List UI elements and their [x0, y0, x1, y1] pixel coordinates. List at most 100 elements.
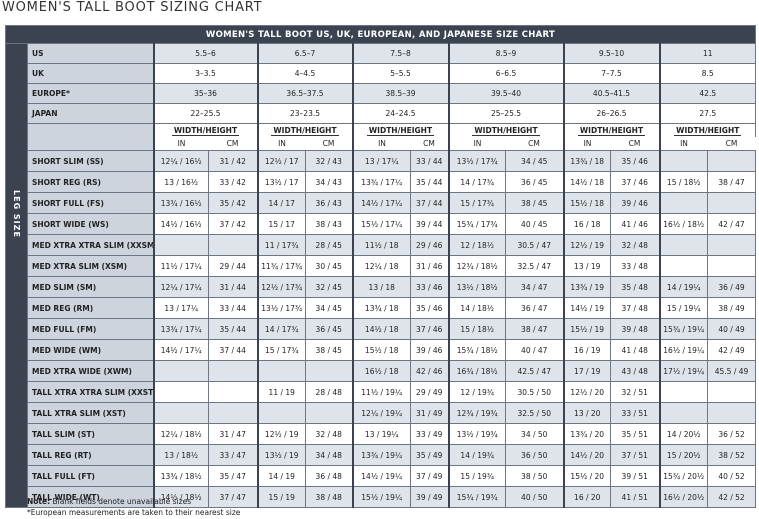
measure-cell: 42 / 46 — [410, 360, 449, 382]
measure-cell: 36 / 49 — [706, 276, 757, 298]
size-value: 23–23.5 — [256, 103, 353, 124]
measure-cell: 32.5 / 50 — [505, 402, 564, 424]
unit-label: CM — [410, 137, 449, 151]
measure-cell — [152, 381, 209, 403]
measure-cell: 15½ / 19¼ — [351, 486, 411, 508]
measure-cell: 37 / 44 — [208, 339, 258, 361]
leg-row: MED SLIM (SM) 12¼ / 17¼ 31 / 44 12½ / 17¾ 32… — [6, 276, 757, 298]
measure-cell: 15¾ / 19¾ — [447, 486, 506, 508]
measure-cell: 33 / 44 — [410, 150, 449, 172]
page-title: WOMEN'S TALL BOOT SIZING CHART — [2, 0, 263, 15]
measure-cell: 11 / 19 — [256, 381, 306, 403]
measure-cell: 14 / 19¾ — [447, 444, 506, 466]
measure-cell: 39 / 51 — [610, 465, 660, 487]
measure-cell: 35 / 47 — [208, 465, 258, 487]
unit-label: CM — [707, 137, 756, 151]
leg-row: TALL REG (RT) 13 / 18½ 33 / 47 13½ / 19 34 /… — [6, 444, 757, 466]
measure-heading-cell: WIDTH/HEIGHT — [351, 123, 449, 137]
measure-cell: 37 / 49 — [410, 465, 449, 487]
measure-cell: 41 / 48 — [610, 339, 660, 361]
measure-cell: 35 / 46 — [410, 297, 449, 319]
leg-label: TALL SLIM (ST) — [27, 423, 154, 445]
table-heading: WOMEN'S TALL BOOT US, UK, EUROPEAN, AND … — [4, 25, 757, 44]
measure-cell: 38 / 52 — [706, 444, 757, 466]
measure-cell: 39 / 44 — [410, 213, 449, 235]
measure-cell: 16½ / 18½ — [658, 213, 708, 235]
leg-row: MED REG (RM) 13 / 17¼ 33 / 44 13½ / 17¾ 34 /… — [6, 297, 757, 319]
size-value: 22–25.5 — [152, 103, 258, 124]
measure-cell: 15 / 18½ — [447, 318, 506, 340]
measure-cell: 41 / 46 — [610, 213, 660, 235]
footnote: *European measurements are taken to thei… — [27, 508, 241, 517]
measure-cell: 39 / 46 — [410, 339, 449, 361]
measure-cell: 13¾ / 18 — [351, 297, 411, 319]
leg-row: SHORT SLIM (SS) 12¼ / 16½ 31 / 42 12½ / 17 3… — [6, 150, 757, 172]
leg-row: SHORT FULL (FS) 13¾ / 16½ 35 / 42 14 / 17 36… — [6, 192, 757, 214]
measure-heading-cell: WIDTH/HEIGHT — [658, 123, 757, 137]
measure-cell: 37 / 48 — [610, 297, 660, 319]
measure-cell: 15¾ / 20½ — [658, 465, 708, 487]
size-table: WOMEN'S TALL BOOT US, UK, EUROPEAN, AND … — [4, 25, 757, 508]
measure-cell: 15 / 20½ — [658, 444, 708, 466]
measure-cell: 17 / 19 — [562, 360, 611, 382]
measure-cell: 11½ / 17¼ — [152, 255, 209, 277]
measure-cell: 32 / 45 — [305, 276, 353, 298]
size-row: JAPAN 22–25.5 23–23.5 24–24.5 25–25.5 26–26.5… — [6, 103, 757, 124]
measure-cell: 13 / 19 — [562, 255, 611, 277]
size-row: EUROPE* 35–36 36.5–37.5 38.5–39 39.5–40 40.5–… — [6, 83, 757, 104]
measure-cell: 13¾ / 18 — [562, 150, 611, 172]
measure-heading: WIDTH/HEIGHT — [366, 126, 435, 136]
measure-cell: 36 / 47 — [505, 297, 564, 319]
unit-label: IN — [351, 137, 411, 151]
measure-cell: 33 / 47 — [208, 444, 258, 466]
size-value: 9.5–10 — [562, 43, 660, 64]
leg-label: MED FULL (FM) — [27, 318, 154, 340]
size-value: 7–7.5 — [562, 63, 660, 84]
measure-cell: 15¾ / 17¾ — [447, 213, 506, 235]
size-label: EUROPE* — [27, 83, 154, 104]
measure-cell: 30.5 / 47 — [505, 234, 564, 256]
measure-cell: 35 / 51 — [610, 423, 660, 445]
unit-label: IN — [658, 137, 708, 151]
measure-cell — [208, 360, 258, 382]
measure-cell: 38 / 47 — [706, 171, 757, 193]
size-value: 39.5–40 — [447, 83, 564, 104]
measure-cell: 42 / 49 — [706, 339, 757, 361]
measure-heading: WIDTH/HEIGHT — [472, 126, 540, 136]
measure-cell: 33 / 44 — [208, 297, 258, 319]
measure-cell — [256, 360, 306, 382]
measure-cell: 12¼ / 18½ — [152, 423, 209, 445]
size-label: US — [27, 43, 154, 64]
size-value: 38.5–39 — [351, 83, 449, 104]
measure-cell: 13¾ / 16½ — [152, 192, 209, 214]
leg-label: SHORT FULL (FS) — [27, 192, 154, 214]
unit-label: CM — [505, 137, 564, 151]
measure-cell — [706, 192, 757, 214]
measure-cell: 14 / 18½ — [447, 297, 506, 319]
measure-cell: 29 / 49 — [410, 381, 449, 403]
measure-cell: 29 / 44 — [208, 255, 258, 277]
measure-cell: 13 / 17¼ — [351, 150, 411, 172]
measure-cell: 16 / 19 — [562, 339, 611, 361]
measure-cell: 16 / 18 — [562, 213, 611, 235]
measure-cell: 12½ / 20 — [562, 381, 611, 403]
measure-cell: 14 / 19 — [256, 465, 306, 487]
measure-cell — [208, 234, 258, 256]
side-label: LEG SIZE — [12, 190, 21, 238]
measure-cell — [208, 381, 258, 403]
note-line: Note: Blank fields denote unavailable si… — [27, 496, 240, 507]
measure-heading: WIDTH/HEIGHT — [171, 126, 240, 136]
measure-cell: 39 / 49 — [410, 486, 449, 508]
measure-cell: 15 / 19 — [256, 486, 306, 508]
leg-row: MED WIDE (WM) 14½ / 17¼ 37 / 44 15 / 17¾ 38 … — [6, 339, 757, 361]
measure-cell: 16½ / 20½ — [658, 486, 708, 508]
measure-cell: 38 / 48 — [305, 486, 353, 508]
size-row: UK 3–3.5 4–4.5 5–5.5 6–6.5 7–7.5 8.5 — [6, 63, 757, 84]
measure-cell: 15½ / 19 — [562, 318, 611, 340]
leg-row: MED XTRA XTRA SLIM (XXSM) 11 / 17¾ 28 / 45… — [6, 234, 757, 256]
measure-heading-cell: WIDTH/HEIGHT — [256, 123, 353, 137]
measure-cell: 35 / 48 — [610, 276, 660, 298]
measure-cell: 40 / 45 — [505, 213, 564, 235]
measure-cell: 34 / 50 — [505, 423, 564, 445]
heading-row: WOMEN'S TALL BOOT US, UK, EUROPEAN, AND … — [4, 25, 757, 44]
